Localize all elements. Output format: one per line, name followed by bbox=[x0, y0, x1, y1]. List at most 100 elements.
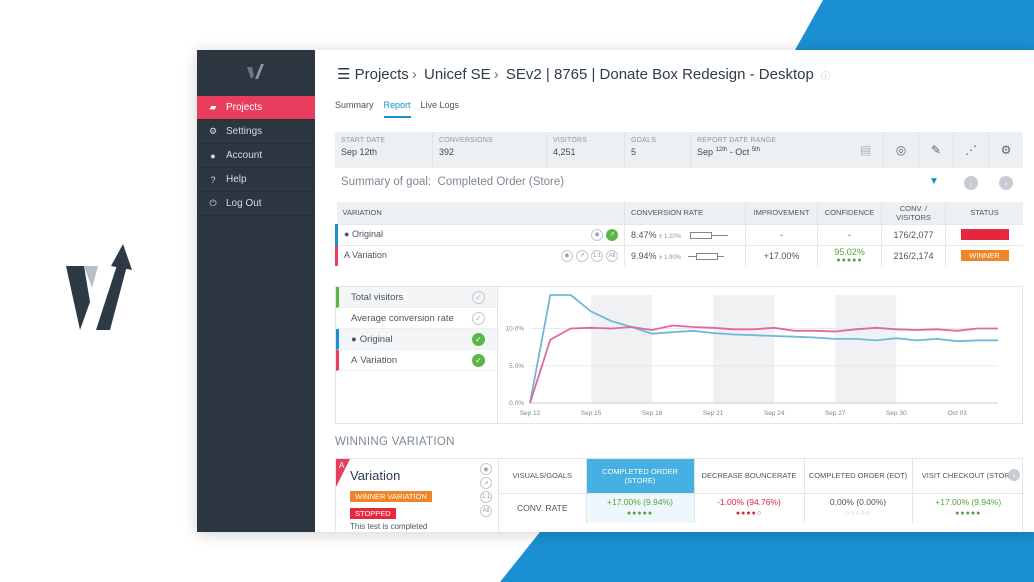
row-actions: ◉ ↗ bbox=[591, 228, 618, 241]
sidebar-item-logout[interactable]: ⏻ Log Out bbox=[197, 192, 315, 216]
column-header[interactable]: COMPLETED ORDER (STORE) bbox=[586, 459, 695, 494]
table-row: CONV. RATE +17.00% (9.94%) ●●●●● -1.00% (… bbox=[499, 493, 1024, 523]
confidence-interval-box bbox=[695, 252, 718, 260]
legend-item-original[interactable]: ● Original ✓ bbox=[336, 329, 497, 350]
goal-cell: +17.00% (9.94%) ●●●●● bbox=[586, 493, 695, 523]
filter-icon[interactable]: ▼ bbox=[929, 176, 939, 187]
breadcrumb-projects[interactable]: Projects bbox=[354, 66, 409, 83]
open-link-icon[interactable]: ↗ bbox=[576, 249, 588, 262]
column-header[interactable]: COMPLETED ORDER (EOT) bbox=[804, 459, 913, 494]
chart-x-tick-label: Oct 03 bbox=[948, 410, 968, 417]
sidebar-item-projects[interactable]: ▰ Projects bbox=[197, 96, 315, 120]
winner-badge: WINNER VARIATION bbox=[350, 491, 432, 502]
conversion-rate-margin: ± 1.90% bbox=[659, 254, 682, 261]
variation-letter: A bbox=[339, 461, 345, 470]
check-icon[interactable]: ✓ bbox=[472, 290, 485, 304]
legend-item-average-conversion-rate[interactable]: Average conversion rate ✓ bbox=[336, 308, 497, 329]
preview-eye-icon[interactable]: ◉ bbox=[591, 228, 603, 241]
check-icon[interactable]: ✓ bbox=[472, 353, 485, 367]
breadcrumb-client[interactable]: Unicef SE bbox=[423, 66, 491, 83]
stat-value: Sep 12th bbox=[341, 147, 378, 157]
stat-visitors: VISITORS 4,251 bbox=[547, 132, 625, 168]
range-to: Oct bbox=[735, 147, 752, 157]
sidebar-item-label: Projects bbox=[226, 102, 263, 113]
chevron-right-icon[interactable]: › bbox=[1008, 469, 1020, 481]
goal-value: 0.00% (0.00%) bbox=[829, 497, 887, 508]
preview-eye-icon[interactable]: ◉ bbox=[561, 249, 573, 262]
decorative-banner-bottom bbox=[500, 532, 1034, 582]
original-dot-icon: ● bbox=[351, 333, 357, 345]
goal-selector[interactable]: Completed Order (Store) bbox=[437, 176, 565, 188]
prev-goal-button[interactable]: ‹ bbox=[964, 176, 978, 190]
page-title: SEv2 | 8765 | Donate Box Redesign - Desk… bbox=[505, 66, 814, 83]
column-header[interactable]: VISIT CHECKOUT (STORE bbox=[912, 459, 1024, 494]
confidence-interval-box bbox=[689, 231, 712, 239]
chart-series-line bbox=[529, 324, 998, 404]
stat-conversions: CONVERSIONS 392 bbox=[433, 132, 547, 168]
tab-report[interactable]: Report bbox=[383, 100, 411, 118]
winning-actions: ◉ ↗ 1:1 All bbox=[480, 463, 492, 517]
conversion-rate-cell: 8.47% ± 1.20% bbox=[624, 223, 746, 245]
completed-text: This test is completed bbox=[350, 522, 428, 531]
target-icon[interactable]: ◎ bbox=[883, 132, 918, 168]
legend-item-total-visitors[interactable]: Total visitors ✓ bbox=[336, 287, 497, 308]
check-icon[interactable]: ✓ bbox=[472, 311, 485, 325]
tab-live-logs[interactable]: Live Logs bbox=[420, 100, 460, 110]
sidebar-item-label: Help bbox=[226, 174, 247, 185]
all-icon[interactable]: All bbox=[606, 249, 618, 262]
menu-icon[interactable]: ☰ bbox=[337, 66, 351, 83]
sidebar-item-help[interactable]: ? Help bbox=[197, 168, 315, 192]
conversion-rate-cell: 9.94% ± 1.90% bbox=[624, 244, 746, 266]
share-icon[interactable]: ⋰ bbox=[953, 132, 988, 168]
tab-summary[interactable]: Summary bbox=[335, 100, 374, 110]
stat-date-range[interactable]: REPORT DATE RANGE Sep 12th - Oct 5th bbox=[691, 132, 848, 168]
preview-eye-icon[interactable]: ◉ bbox=[480, 463, 492, 475]
decorative-banner-top bbox=[795, 0, 1034, 50]
stopped-badge: STOPPED bbox=[350, 508, 396, 519]
breadcrumb: ☰ Projects › Unicef SE › SEv2 | 8765 | Don… bbox=[337, 65, 830, 83]
sidebar-item-label: Account bbox=[226, 150, 263, 161]
legend-label: Variation bbox=[360, 354, 398, 366]
confidence-cell: 95.02% ●●●●● bbox=[817, 244, 882, 266]
sidebar-item-account[interactable]: ● Account bbox=[197, 144, 315, 168]
legend-label: Original bbox=[359, 333, 393, 345]
column-header: VARIATION bbox=[336, 202, 625, 224]
chevron-right-icon: › bbox=[493, 66, 499, 83]
open-link-icon[interactable]: ↗ bbox=[606, 228, 618, 241]
check-icon[interactable]: ✓ bbox=[472, 332, 485, 346]
all-icon[interactable]: All bbox=[480, 505, 492, 517]
tab-bar: Summary Report Live Logs bbox=[335, 100, 469, 118]
goal-cell: +17.00% (9.94%) ●●●●● bbox=[912, 493, 1024, 523]
chart-svg: 0.0% 5.0% 10.0% Sep 12 Sep 15 Sep 18 Sep 21 Sep… bbox=[506, 294, 998, 417]
goal-dots: ●●●●○ bbox=[735, 510, 763, 518]
open-link-icon[interactable]: ↗ bbox=[480, 477, 492, 489]
settings-icon[interactable]: ⚙ bbox=[988, 132, 1023, 168]
help-icon: ? bbox=[210, 174, 216, 185]
confidence-cell: - bbox=[817, 223, 882, 245]
stat-value: 5 bbox=[631, 147, 637, 157]
range-separator: - bbox=[727, 147, 736, 157]
one-to-one-icon[interactable]: 1:1 bbox=[480, 491, 492, 503]
confidence-interval-whisker bbox=[687, 255, 696, 257]
calendar-icon[interactable]: ▤ bbox=[859, 143, 872, 157]
info-icon[interactable]: ⓘ bbox=[821, 71, 831, 81]
one-to-one-icon[interactable]: 1:1 bbox=[591, 249, 603, 262]
status-cell: STOPPED bbox=[945, 223, 1023, 245]
variation-a-icon: A bbox=[344, 249, 350, 260]
edit-icon[interactable]: ✎ bbox=[918, 132, 953, 168]
goal-prefix: Summary of goal: bbox=[341, 176, 432, 188]
column-header: CONV. / VISITORS bbox=[881, 202, 946, 224]
sidebar-item-settings[interactable]: ⚙ Settings bbox=[197, 120, 315, 144]
sidebar-item-label: Log Out bbox=[226, 198, 262, 209]
conversion-rate: 8.47% bbox=[631, 229, 657, 240]
goal-value: +17.00% (9.94%) bbox=[935, 497, 1002, 508]
stat-label: GOALS bbox=[631, 137, 657, 144]
next-goal-button[interactable]: › bbox=[999, 176, 1013, 190]
stat-label: CONVERSIONS bbox=[439, 137, 493, 144]
chart-x-tick-label: Sep 21 bbox=[703, 410, 724, 417]
improvement-cell: - bbox=[745, 223, 818, 245]
column-header[interactable]: DECREASE BOUNCERATE bbox=[694, 459, 805, 494]
legend-item-variation[interactable]: A Variation ✓ bbox=[336, 350, 497, 371]
winning-section-title: WINNING VARIATION bbox=[335, 436, 455, 448]
